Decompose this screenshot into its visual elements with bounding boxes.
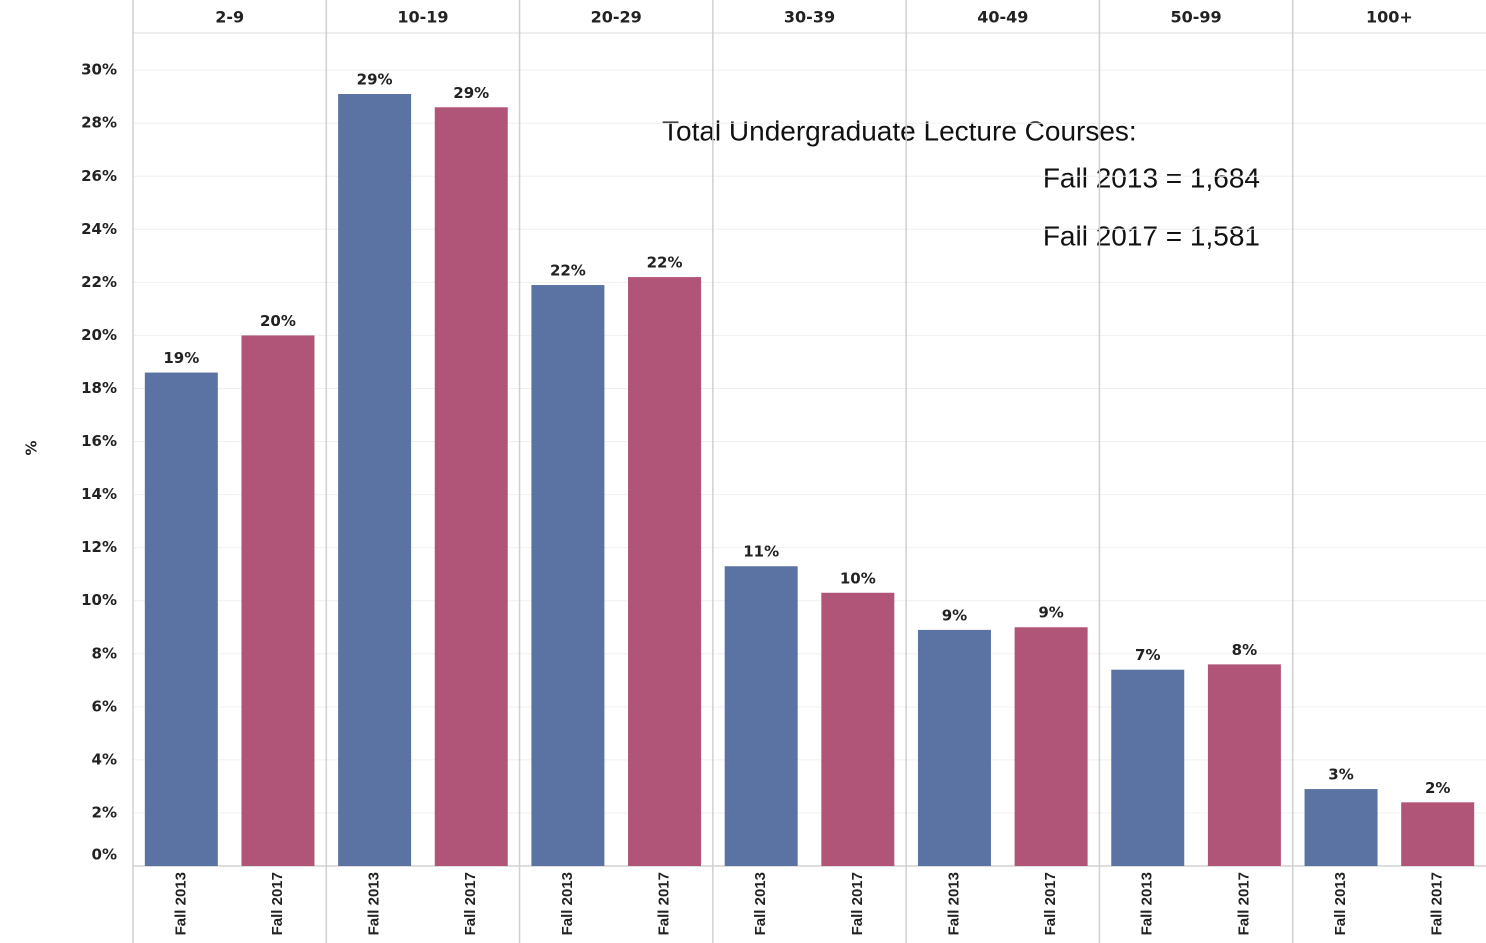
y-tick-label: 30% — [81, 61, 117, 79]
panel-header: 40-49 — [977, 8, 1028, 27]
y-tick-label: 12% — [81, 538, 117, 556]
y-tick-label: 18% — [81, 379, 117, 397]
panel-header: 2-9 — [215, 8, 244, 27]
x-tick-label: Fall 2013 — [752, 872, 769, 935]
value-label: 20% — [260, 312, 296, 330]
x-tick-label: Fall 2013 — [366, 872, 383, 935]
x-tick-label: Fall 2013 — [945, 872, 962, 935]
panel-header: 30-39 — [784, 8, 835, 27]
value-label: 10% — [840, 569, 876, 587]
x-tick-label: Fall 2017 — [1042, 872, 1059, 935]
bar — [144, 372, 218, 866]
value-label: 29% — [453, 84, 489, 102]
annotation: Fall 2017 = 1,581 — [1043, 220, 1260, 251]
bar — [434, 107, 508, 866]
bar — [628, 277, 702, 866]
panel-header: 10-19 — [397, 8, 448, 27]
value-label: 9% — [1038, 604, 1063, 622]
value-label: 8% — [1232, 641, 1257, 659]
bar — [1111, 669, 1185, 866]
x-tick-label: Fall 2013 — [172, 872, 189, 935]
y-tick-label: 26% — [81, 167, 117, 185]
x-tick-label: Fall 2017 — [849, 872, 866, 935]
y-tick-label: 28% — [81, 114, 117, 132]
y-tick-label: 6% — [92, 697, 117, 715]
value-label: 3% — [1328, 766, 1353, 784]
bar — [1401, 802, 1475, 866]
value-label: 2% — [1425, 779, 1450, 797]
value-label: 29% — [357, 71, 393, 89]
bar — [1014, 627, 1088, 866]
x-tick-label: Fall 2013 — [1332, 872, 1349, 935]
y-tick-label: 24% — [81, 220, 117, 238]
x-tick-label: Fall 2017 — [269, 872, 286, 935]
x-tick-label: Fall 2017 — [1429, 872, 1446, 935]
y-tick-label: 10% — [81, 591, 117, 609]
y-tick-label: 2% — [92, 803, 117, 821]
x-tick-label: Fall 2017 — [656, 872, 673, 935]
bar — [241, 335, 315, 866]
panel-header: 50-99 — [1170, 8, 1221, 27]
y-axis-label: % — [23, 440, 41, 455]
value-label: 19% — [163, 349, 199, 367]
y-tick-label: 4% — [92, 750, 117, 768]
panel-header: 20-29 — [591, 8, 642, 27]
value-label: 22% — [647, 254, 683, 272]
bar — [1304, 789, 1378, 866]
y-tick-label: 8% — [92, 644, 117, 662]
bar — [1207, 664, 1281, 866]
value-label: 7% — [1135, 646, 1160, 664]
y-tick-label: 16% — [81, 432, 117, 450]
y-tick-label: 22% — [81, 273, 117, 291]
annotation: Total Undergraduate Lecture Courses: — [662, 115, 1137, 146]
x-tick-label: Fall 2017 — [1235, 872, 1252, 935]
value-label: 9% — [942, 606, 967, 624]
x-tick-label: Fall 2013 — [1139, 872, 1156, 935]
bar — [338, 94, 412, 866]
y-tick-label: 0% — [92, 846, 117, 864]
annotation: Fall 2013 = 1,684 — [1043, 162, 1260, 193]
bar — [531, 285, 605, 866]
x-tick-label: Fall 2017 — [462, 872, 479, 935]
y-tick-label: 20% — [81, 326, 117, 344]
y-tick-label: 14% — [81, 485, 117, 503]
panel-header: 100+ — [1366, 8, 1413, 27]
bar — [821, 592, 895, 866]
bar — [917, 629, 991, 866]
bar — [724, 566, 798, 866]
value-label: 11% — [743, 543, 779, 561]
x-tick-label: Fall 2013 — [559, 872, 576, 935]
value-label: 22% — [550, 262, 586, 280]
